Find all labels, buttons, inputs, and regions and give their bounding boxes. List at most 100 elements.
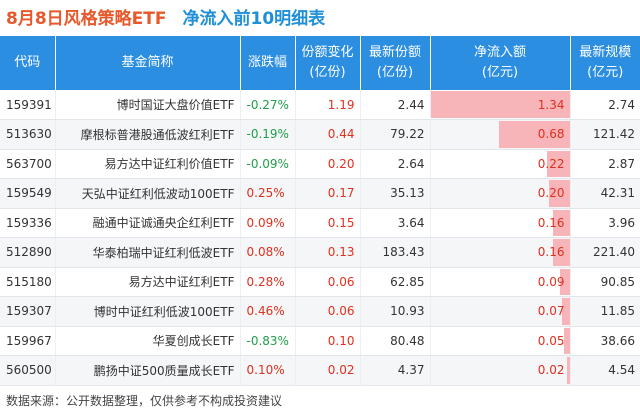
cell-scale: 221.40 [570, 237, 640, 268]
cell-latest-share: 4.37 [360, 355, 431, 386]
cell-scale: 38.66 [570, 326, 640, 356]
net-inflow-value: 0.05 [537, 333, 565, 348]
cell-code: 159391 [0, 90, 56, 120]
cell-net-inflow: 0.09 [430, 267, 571, 297]
cell-code: 159307 [0, 296, 56, 327]
cell-scale: 11.85 [570, 296, 640, 327]
cell-share-change: 0.13 [295, 237, 361, 268]
net-inflow-bar [562, 298, 569, 325]
net-inflow-value: 0.16 [537, 215, 565, 230]
header-code: 代码 [0, 36, 56, 90]
header-name: 基金简称 [55, 36, 241, 90]
net-inflow-bar [560, 268, 569, 295]
header-latest-share: 最新份额 (亿份) [360, 36, 431, 90]
cell-name: 天弘中证红利低波动100ETF [55, 178, 241, 209]
header-row: 代码 基金简称 涨跌幅 份额变化 (亿份) 最新份额 (亿份) 净流入额 (亿元… [0, 36, 640, 90]
cell-name: 博时中证红利低波100ETF [55, 296, 241, 327]
cell-scale: 42.31 [570, 178, 640, 209]
net-inflow-bar [552, 239, 569, 266]
net-inflow-bar [567, 357, 569, 384]
table-row: 159967 华夏创成长ETF -0.83% 0.10 80.48 0.05 38.66 [0, 326, 640, 356]
cell-change: 0.25% [240, 178, 296, 209]
cell-change: -0.27% [240, 90, 296, 120]
table-row: 159549 天弘中证红利低波动100ETF 0.25% 0.17 35.13 0.20 4… [0, 178, 640, 209]
table-row: 515180 易方达中证红利ETF 0.28% 0.06 62.85 0.09 90.85 [0, 267, 640, 297]
cell-latest-share: 79.22 [360, 119, 431, 150]
cell-code: 560500 [0, 355, 56, 386]
cell-net-inflow: 0.68 [430, 119, 571, 150]
table-row: 512890 华泰柏瑞中证红利低波ETF 0.08% 0.13 183.43 0.16 22… [0, 237, 640, 268]
cell-change: -0.09% [240, 149, 296, 179]
cell-net-inflow: 1.34 [430, 90, 571, 120]
cell-net-inflow: 0.05 [430, 326, 571, 356]
cell-latest-share: 35.13 [360, 178, 431, 209]
cell-code: 563700 [0, 149, 56, 179]
header-net-inflow: 净流入额 (亿元) [430, 36, 571, 90]
table-row: 560500 鹏扬中证500质量成长ETF 0.10% 0.02 4.37 0.02 4.5… [0, 355, 640, 386]
cell-net-inflow: 0.16 [430, 237, 571, 268]
cell-net-inflow: 0.16 [430, 208, 571, 238]
cell-latest-share: 80.48 [360, 326, 431, 356]
cell-code: 159336 [0, 208, 56, 238]
cell-change: -0.83% [240, 326, 296, 356]
cell-name: 摩根标普港股通低波红利ETF [55, 119, 241, 150]
cell-share-change: 0.20 [295, 149, 361, 179]
table-body: 159391 博时国证大盘价值ETF -0.27% 1.19 2.44 1.34 2.74 5… [0, 90, 640, 386]
net-inflow-bar [546, 150, 569, 177]
cell-change: -0.19% [240, 119, 296, 150]
title-desc-part: 净流入前10明细表 [182, 8, 326, 29]
net-inflow-value: 0.07 [537, 304, 565, 319]
cell-scale: 4.54 [570, 355, 640, 386]
cell-share-change: 0.06 [295, 296, 361, 327]
cell-latest-share: 62.85 [360, 267, 431, 297]
table-row: 513630 摩根标普港股通低波红利ETF -0.19% 0.44 79.22 0.68 1… [0, 119, 640, 150]
cell-name: 华泰柏瑞中证红利低波ETF [55, 237, 241, 268]
cell-latest-share: 2.64 [360, 149, 431, 179]
cell-code: 512890 [0, 237, 56, 268]
cell-name: 融通中证诚通央企红利ETF [55, 208, 241, 238]
cell-share-change: 0.44 [295, 119, 361, 150]
header-share-change: 份额变化 (亿份) [295, 36, 361, 90]
cell-name: 博时国证大盘价值ETF [55, 90, 241, 120]
cell-share-change: 1.19 [295, 90, 361, 120]
cell-change: 0.46% [240, 296, 296, 327]
cell-share-change: 0.02 [295, 355, 361, 386]
table-row: 563700 易方达中证红利价值ETF -0.09% 0.20 2.64 0.22 2.87 [0, 149, 640, 179]
cell-code: 513630 [0, 119, 56, 150]
net-inflow-value: 0.09 [537, 274, 565, 289]
cell-latest-share: 10.93 [360, 296, 431, 327]
net-inflow-bar [430, 91, 569, 118]
cell-net-inflow: 0.02 [430, 355, 571, 386]
footer-note: 数据来源：公开数据整理，仅供参考不构成投资建议 [6, 394, 283, 408]
table-row: 159336 融通中证诚通央企红利ETF 0.09% 0.15 3.64 0.16 3.96 [0, 208, 640, 238]
net-inflow-value: 1.34 [537, 97, 565, 112]
cell-code: 515180 [0, 267, 56, 297]
cell-name: 鹏扬中证500质量成长ETF [55, 355, 241, 386]
header-scale: 最新规模 (亿元) [570, 36, 640, 90]
cell-share-change: 0.17 [295, 178, 361, 209]
cell-scale: 2.87 [570, 149, 640, 179]
cell-name: 易方达中证红利ETF [55, 267, 241, 297]
cell-share-change: 0.10 [295, 326, 361, 356]
etf-table: 代码 基金简称 涨跌幅 份额变化 (亿份) 最新份额 (亿份) 净流入额 (亿元… [0, 36, 640, 386]
cell-change: 0.10% [240, 355, 296, 386]
cell-scale: 121.42 [570, 119, 640, 150]
cell-scale: 90.85 [570, 267, 640, 297]
cell-code: 159967 [0, 326, 56, 356]
net-inflow-bar [552, 209, 569, 236]
cell-net-inflow: 0.22 [430, 149, 571, 179]
table-row: 159307 博时中证红利低波100ETF 0.46% 0.06 10.93 0.07 11… [0, 296, 640, 327]
net-inflow-value: 0.68 [537, 127, 565, 142]
cell-latest-share: 183.43 [360, 237, 431, 268]
cell-net-inflow: 0.20 [430, 178, 571, 209]
cell-net-inflow: 0.07 [430, 296, 571, 327]
net-inflow-value: 0.02 [537, 363, 565, 378]
cell-scale: 2.74 [570, 90, 640, 120]
net-inflow-bar [498, 121, 569, 148]
cell-name: 易方达中证红利价值ETF [55, 149, 241, 179]
table-row: 159391 博时国证大盘价值ETF -0.27% 1.19 2.44 1.34 2.74 [0, 90, 640, 120]
cell-latest-share: 2.44 [360, 90, 431, 120]
title-date-part: 8月8日风格策略ETF [6, 8, 167, 29]
cell-change: 0.28% [240, 267, 296, 297]
chart-title: 8月8日风格策略ETF 净流入前10明细表 [0, 0, 640, 32]
